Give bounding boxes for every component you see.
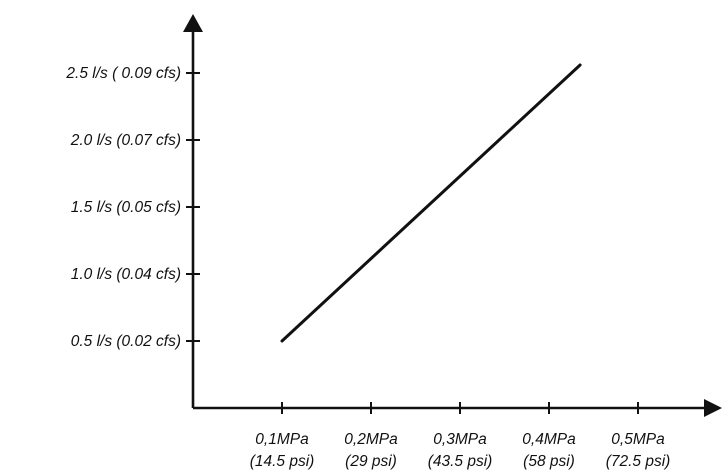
series-line: [280, 63, 582, 343]
y-tick-label: 1.0 l/s (0.04 cfs): [71, 266, 181, 283]
x-tick-label: 0,3MPa: [433, 431, 487, 448]
x-tick-sublabel: (58 psi): [523, 453, 575, 470]
y-tick-label: 0.5 l/s (0.02 cfs): [71, 333, 181, 350]
axes: [183, 14, 722, 417]
y-ticks: 0.5 l/s (0.02 cfs) 1.0 l/s (0.04 cfs) 1.5 …: [65, 65, 200, 350]
y-axis-arrowhead: [183, 14, 203, 32]
x-tick-sublabel: (72.5 psi): [606, 453, 671, 470]
x-tick-label: 0,5MPa: [611, 431, 665, 448]
x-tick-sublabel: (29 psi): [345, 453, 397, 470]
x-tick-label: 0,2MPa: [344, 431, 398, 448]
y-tick-label: 1.5 l/s (0.05 cfs): [71, 199, 181, 216]
x-axis-arrowhead: [704, 399, 722, 417]
x-ticks: 0,1MPa (14.5 psi) 0,2MPa (29 psi) 0,3MPa (43.…: [250, 402, 671, 470]
y-tick-label: 2.0 l/s (0.07 cfs): [70, 132, 181, 149]
x-tick-label: 0,4MPa: [522, 431, 576, 448]
x-tick-sublabel: (43.5 psi): [428, 453, 493, 470]
y-tick-label: 2.5 l/s ( 0.09 cfs): [65, 65, 181, 82]
series-layer: [280, 63, 582, 343]
x-tick-label: 0,1MPa: [255, 431, 309, 448]
x-tick-sublabel: (14.5 psi): [250, 453, 315, 470]
